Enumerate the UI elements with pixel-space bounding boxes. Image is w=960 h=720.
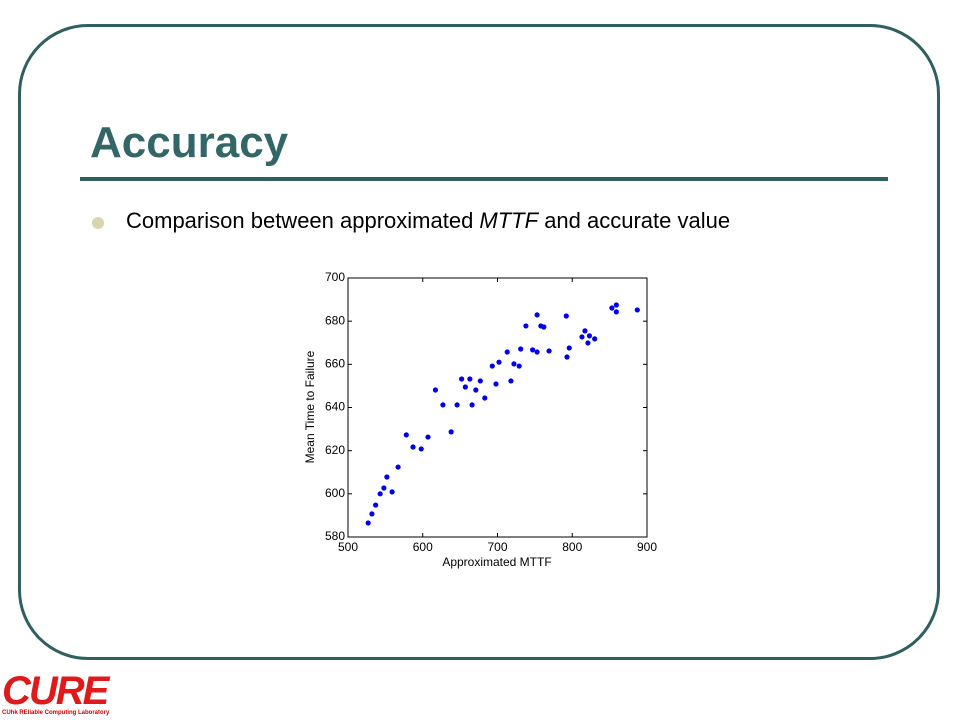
point [523, 323, 529, 329]
point [579, 334, 585, 340]
bullet-text-part: Comparison between approximated [126, 208, 480, 233]
point [534, 312, 540, 318]
x-tick-label: 800 [562, 540, 582, 554]
slide-frame [18, 24, 940, 660]
bullet-text-italic: MTTF [479, 208, 539, 233]
title-rule [80, 177, 888, 181]
point [613, 309, 619, 315]
plot-frame [347, 277, 648, 538]
point [395, 464, 401, 470]
point [384, 474, 390, 480]
point [454, 402, 460, 408]
point [546, 348, 552, 354]
x-axis-label: Approximated MTTF [442, 555, 551, 569]
point [541, 324, 547, 330]
x-tick-label: 600 [413, 540, 433, 554]
point [459, 376, 465, 382]
point [592, 336, 598, 342]
point [373, 502, 379, 508]
y-tick-label: 660 [325, 357, 345, 371]
point [462, 384, 468, 390]
point [493, 381, 499, 387]
point [613, 302, 619, 308]
point [389, 489, 395, 495]
point [432, 387, 439, 393]
point [369, 511, 375, 517]
point [418, 446, 424, 452]
logo: CURE CUhk REliable Computing Laboratory [2, 669, 110, 716]
point [609, 305, 615, 311]
x-tick-label: 700 [487, 540, 507, 554]
x-tick-label: 900 [637, 540, 657, 554]
point [585, 340, 591, 346]
point [410, 444, 416, 450]
point [511, 361, 517, 367]
bullet-text-part: and accurate value [538, 208, 731, 233]
y-tick-label: 640 [325, 400, 345, 414]
point [489, 363, 495, 369]
x-tick-label: 500 [338, 540, 358, 554]
point [469, 402, 475, 408]
point [516, 363, 522, 369]
point [634, 307, 640, 313]
point [563, 313, 569, 319]
point [365, 520, 371, 526]
point [582, 328, 588, 334]
y-tick-label: 580 [325, 529, 345, 543]
point [534, 349, 540, 355]
logo-name: CURE [2, 669, 109, 713]
point [403, 432, 409, 438]
point [425, 434, 431, 440]
y-tick-label: 620 [325, 443, 345, 457]
point [440, 402, 446, 408]
y-tick-label: 600 [325, 486, 345, 500]
y-tick-label: 700 [325, 270, 345, 284]
bullet-dot [92, 217, 104, 229]
point [467, 376, 473, 382]
point [482, 395, 488, 401]
y-tick-label: 680 [325, 313, 345, 327]
point [477, 378, 483, 384]
bullet-text: Comparison between approximated MTTF and… [126, 208, 730, 234]
point [448, 429, 454, 435]
slide-title: Accuracy [90, 118, 289, 167]
point [586, 333, 593, 339]
y-axis-label: Mean Time to Failure [303, 350, 317, 463]
point [530, 347, 536, 353]
point [518, 346, 524, 352]
point [496, 359, 502, 365]
point [381, 485, 387, 491]
logo-subtitle: CUhk REliable Computing Laboratory [2, 710, 110, 716]
point [566, 345, 572, 351]
point [564, 354, 570, 360]
point [377, 491, 383, 497]
point [504, 349, 510, 355]
point [473, 387, 479, 393]
point [508, 378, 514, 384]
